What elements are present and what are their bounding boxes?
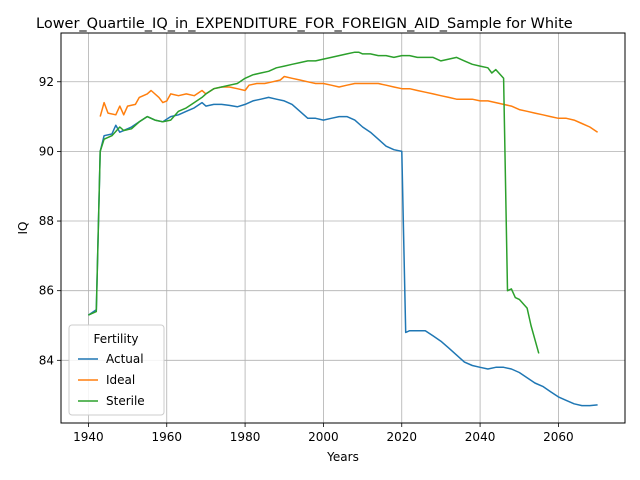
y-tick-label: 90 xyxy=(39,144,54,158)
legend-box xyxy=(68,324,165,416)
series-line-sterile xyxy=(88,51,540,354)
legend-label-sterile: Sterile xyxy=(106,394,145,408)
x-axis: 1940 1960 1980 2000 2020 2040 2060 xyxy=(73,423,574,444)
x-tick-label: 2020 xyxy=(386,430,417,444)
legend-label-ideal: Ideal xyxy=(106,373,135,387)
series-layer xyxy=(87,51,599,407)
legend-items: Actual Ideal Sterile xyxy=(78,352,145,408)
series-line-actual xyxy=(87,96,598,407)
x-tick-label: 2060 xyxy=(543,430,574,444)
legend: Fertility Actual Ideal Sterile xyxy=(68,324,165,416)
y-tick-label: 86 xyxy=(39,284,54,298)
series-line-ideal xyxy=(99,75,599,133)
plot-frame xyxy=(60,32,626,424)
x-tick-label: 2000 xyxy=(308,430,339,444)
x-tick-label: 2040 xyxy=(465,430,496,444)
x-tick-label: 1980 xyxy=(230,430,261,444)
y-tick-label: 84 xyxy=(39,353,54,367)
legend-label-actual: Actual xyxy=(106,352,144,366)
x-tick-label: 1940 xyxy=(73,430,104,444)
x-axis-label: Years xyxy=(326,450,359,464)
legend-title: Fertility xyxy=(93,332,138,346)
grid xyxy=(61,33,625,423)
y-axis: 84 86 88 90 92 xyxy=(39,75,61,367)
x-tick-label: 1960 xyxy=(151,430,182,444)
y-axis-label: IQ xyxy=(16,222,30,235)
y-tick-label: 88 xyxy=(39,214,54,228)
y-tick-label: 92 xyxy=(39,75,54,89)
chart-title: Lower_Quartile_IQ_in_EXPENDITURE_FOR_FOR… xyxy=(36,16,573,32)
